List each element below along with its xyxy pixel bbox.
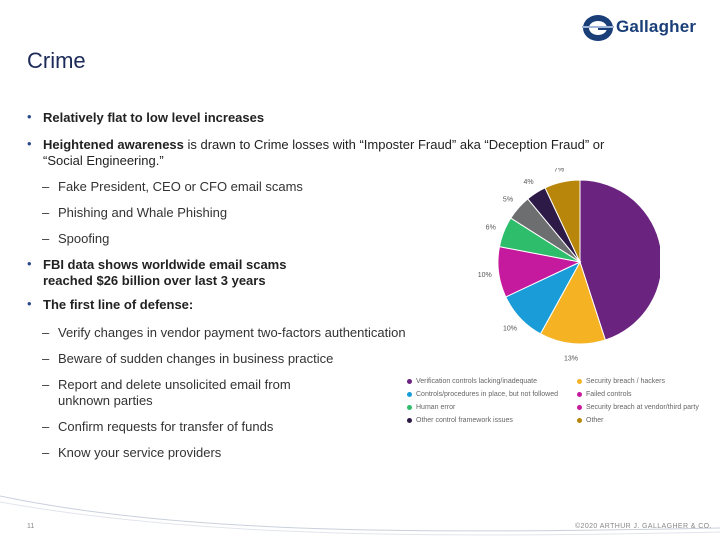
legend-item: Failed controls: [577, 391, 632, 398]
dash-icon: –: [42, 377, 50, 392]
bullet-4-text: The first line of defense:: [43, 297, 194, 312]
legend-swatch: [577, 417, 582, 423]
dash-icon: –: [42, 231, 50, 246]
legend-swatch: [577, 378, 582, 384]
bullet-2-line-2: “Social Engineering.”: [43, 153, 164, 168]
sub-bullet-text: Phishing and Whale Phishing: [58, 205, 228, 220]
legend-label: Verification controls lacking/inadequate: [416, 378, 538, 385]
pie-slice-label: 6%: [486, 225, 496, 232]
bullet-2-bold: Heightened awareness: [43, 137, 184, 152]
legend-label: Controls/procedures in place, but not fo…: [416, 391, 559, 398]
legend-label: Other: [586, 417, 604, 424]
sub-bullet-text: unknown parties: [58, 393, 153, 408]
dash-icon: –: [42, 179, 50, 194]
pie-slice: [544, 179, 581, 263]
bullet-2-rest: is drawn to Crime losses with “Imposter …: [183, 137, 605, 152]
dash-icon: –: [42, 351, 50, 366]
legend-item: Verification controls lacking/inadequate: [407, 378, 537, 385]
legend-item: Other control framework issues: [407, 417, 513, 424]
legend-swatch: [407, 378, 412, 384]
sub-bullet-text: Beware of sudden changes in business pra…: [58, 351, 334, 366]
pie-slice-label: 10%: [503, 326, 517, 333]
sub-bullet-text: Fake President, CEO or CFO email scams: [58, 179, 303, 194]
legend-swatch: [407, 404, 412, 410]
pie-slice-label: 13%: [564, 356, 578, 363]
dash-icon: –: [42, 419, 50, 434]
bullet-dot-icon: •: [27, 136, 32, 151]
pie-slice-label: 10%: [478, 272, 492, 279]
bullet-dot-icon: •: [27, 296, 32, 311]
legend-item: Other: [577, 417, 604, 424]
sub-bullet-text: Confirm requests for transfer of funds: [58, 419, 274, 434]
pie-slice-label: 4%: [523, 179, 533, 186]
gallagher-logo-icon: [582, 15, 614, 41]
legend-label: Other control framework issues: [416, 417, 513, 424]
legend-swatch: [407, 417, 412, 423]
copyright-text: ©2020 ARTHUR J. GALLAGHER & CO.: [575, 523, 712, 530]
pie-slice: [579, 179, 660, 341]
legend-swatch: [577, 404, 582, 410]
bullet-dot-icon: •: [27, 109, 32, 124]
legend-item: Controls/procedures in place, but not fo…: [407, 391, 558, 398]
slide-title: Crime: [27, 48, 86, 73]
bullet-1-text: Relatively flat to low level increases: [43, 110, 265, 125]
legend-item: Security breach / hackers: [577, 378, 665, 385]
sub-bullet-text: Report and delete unsolicited email from: [58, 377, 291, 392]
legend-label: Failed controls: [586, 391, 632, 398]
dash-icon: –: [42, 445, 50, 460]
dash-icon: –: [42, 325, 50, 340]
logo-text: Gallagher: [616, 17, 697, 36]
legend-label: Security breach / hackers: [586, 378, 665, 385]
bullet-dot-icon: •: [27, 256, 32, 271]
bullet-3-line-2: reached $26 billion over last 3 years: [43, 273, 266, 288]
gallagher-logo: Gallagher: [582, 12, 707, 44]
legend-item: Security breach at vendor/third party: [577, 404, 699, 411]
dash-icon: –: [42, 205, 50, 220]
bullet-2-line-1: Heightened awareness is drawn to Crime l…: [43, 137, 604, 153]
legend-label: Human error: [416, 404, 456, 411]
bullet-3-line-1: FBI data shows worldwide email scams: [43, 257, 287, 272]
pie-slice-label: 7%: [554, 168, 564, 173]
pie-chart: 45%13%10%10%6%5%4%7%: [478, 168, 660, 363]
footer-curve-decoration: [0, 495, 720, 536]
legend-label: Security breach at vendor/third party: [586, 404, 699, 411]
sub-bullet-text: Verify changes in vendor payment two-fac…: [58, 325, 406, 340]
sub-bullet-text: Know your service providers: [58, 445, 222, 460]
pie-slice: [539, 260, 606, 345]
sub-bullet-text: Spoofing: [58, 231, 110, 246]
slide-number: 11: [27, 523, 35, 530]
legend-swatch: [407, 391, 412, 397]
pie-slice-label: 5%: [503, 197, 513, 204]
legend-swatch: [577, 391, 582, 397]
legend-item: Human error: [407, 404, 455, 411]
